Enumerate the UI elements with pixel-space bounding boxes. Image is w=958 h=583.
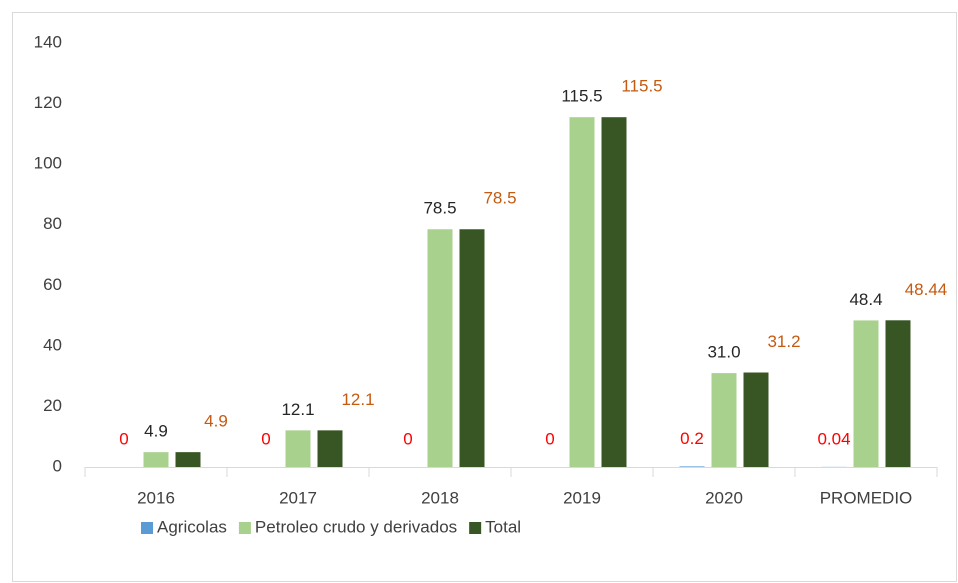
bar <box>743 372 769 467</box>
data-label: 12.1 <box>281 400 314 419</box>
data-label: 115.5 <box>621 77 662 96</box>
x-tick-label: 2017 <box>279 488 317 507</box>
legend-label: Petroleo crudo y derivados <box>255 517 457 536</box>
data-label: 31.0 <box>707 343 740 362</box>
legend-swatch <box>469 522 482 534</box>
legend-label: Total <box>485 517 521 536</box>
y-tick-label: 100 <box>34 154 62 173</box>
x-tick-label: 2020 <box>705 488 743 507</box>
bar <box>569 117 595 467</box>
data-label: 0.2 <box>680 429 704 448</box>
x-tick-label: 2016 <box>137 488 175 507</box>
data-label: 4.9 <box>144 422 168 441</box>
bar <box>427 229 453 467</box>
bar <box>853 320 879 467</box>
bar <box>711 373 737 467</box>
data-label: 0.04 <box>817 429 850 448</box>
bar <box>679 466 705 467</box>
y-tick-label: 120 <box>34 93 62 112</box>
data-label: 78.5 <box>483 189 516 208</box>
bar <box>459 229 485 467</box>
data-label: 12.1 <box>341 390 374 409</box>
legend-swatch <box>238 522 251 534</box>
legend-swatch <box>141 522 153 534</box>
bar <box>175 452 201 467</box>
data-label: 31.2 <box>767 332 800 351</box>
data-label: 0 <box>119 429 128 448</box>
bar <box>143 452 169 467</box>
x-tick-label: PROMEDIO <box>820 488 913 507</box>
x-tick-label: 2019 <box>563 488 601 507</box>
y-tick-label: 80 <box>43 214 62 233</box>
y-tick-label: 40 <box>43 335 62 354</box>
bar <box>317 430 343 467</box>
data-label: 78.5 <box>423 199 456 218</box>
bar <box>885 320 911 467</box>
data-label: 115.5 <box>561 87 602 106</box>
y-tick-label: 140 <box>34 32 62 51</box>
data-label: 0 <box>403 429 412 448</box>
data-label: 48.4 <box>849 290 882 309</box>
data-label: 4.9 <box>204 412 228 431</box>
data-label: 48.44 <box>905 280 948 299</box>
y-tick-label: 20 <box>43 396 62 415</box>
x-tick-label: 2018 <box>421 488 459 507</box>
bar <box>285 430 311 467</box>
data-label: 0 <box>261 429 270 448</box>
y-tick-label: 60 <box>43 275 62 294</box>
bar <box>601 117 627 467</box>
y-tick-label: 0 <box>53 456 62 475</box>
legend-label: Agricolas <box>157 517 227 536</box>
data-label: 0 <box>545 429 554 448</box>
